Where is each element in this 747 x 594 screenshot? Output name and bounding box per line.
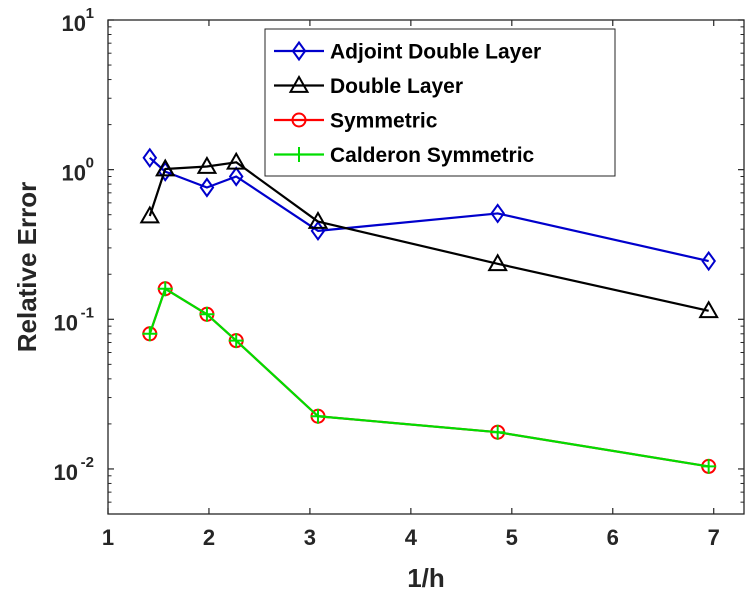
data-point-triangle bbox=[698, 300, 719, 319]
legend-item: Calderon Symmetric bbox=[274, 144, 535, 167]
data-point-plus bbox=[490, 424, 506, 440]
data-point-triangle bbox=[225, 151, 247, 170]
data-point-plus bbox=[157, 281, 173, 297]
data-point-triangle bbox=[288, 74, 310, 93]
series-layer bbox=[139, 147, 719, 474]
legend-items: Adjoint Double Layer Double Layer Symmetri… bbox=[274, 41, 541, 167]
data-point-diamond bbox=[291, 40, 307, 62]
data-point-plus bbox=[228, 333, 244, 349]
data-point-triangle bbox=[307, 211, 329, 229]
y-tick-label-base: 10 bbox=[54, 460, 78, 485]
x-tick-label: 3 bbox=[304, 525, 316, 550]
y-tick-label-base: 10 bbox=[62, 11, 86, 36]
x-tick-label: 4 bbox=[405, 525, 418, 550]
series-line bbox=[148, 161, 709, 312]
y-tick-label-base: 10 bbox=[54, 310, 78, 335]
data-point-plus bbox=[199, 306, 215, 322]
legend-label: Adjoint Double Layer bbox=[330, 41, 541, 64]
legend-item: Adjoint Double Layer bbox=[274, 41, 541, 64]
x-tick-label: 2 bbox=[203, 525, 215, 550]
legend[interactable]: Adjoint Double Layer Double Layer Symmetri… bbox=[264, 28, 616, 177]
y-tick-label: 10 1 bbox=[62, 5, 94, 36]
y-tick-label: 10 0 bbox=[62, 155, 94, 186]
data-point-plus bbox=[142, 326, 158, 342]
y-tick-label-exponent: -2 bbox=[81, 454, 94, 471]
y-tick-label: 10 -1 bbox=[54, 304, 94, 335]
plot-frame bbox=[107, 19, 745, 515]
legend-label: Symmetric bbox=[330, 110, 438, 133]
data-point-triangle bbox=[155, 158, 176, 177]
series-double-layer bbox=[139, 151, 719, 319]
x-tick-label: 5 bbox=[506, 525, 518, 550]
data-point-diamond bbox=[490, 203, 506, 224]
legend-item: Symmetric bbox=[274, 110, 438, 133]
series-calderon-symmetric bbox=[142, 281, 717, 474]
data-point-diamond bbox=[701, 250, 717, 272]
data-point-circle bbox=[291, 112, 307, 128]
legend-label: Double Layer bbox=[330, 75, 463, 98]
data-point-plus bbox=[291, 147, 307, 162]
legend-box bbox=[264, 28, 616, 177]
data-point-triangle bbox=[196, 155, 218, 174]
x-axis-title: 1/h bbox=[407, 563, 445, 593]
data-point-diamond bbox=[142, 147, 158, 169]
data-point-diamond bbox=[228, 166, 244, 187]
data-point-plus bbox=[310, 408, 326, 424]
legend-label: Calderon Symmetric bbox=[330, 144, 535, 167]
data-point-diamond bbox=[199, 177, 215, 198]
y-tick-label-exponent: 1 bbox=[86, 5, 94, 22]
x-tick-label: 7 bbox=[708, 525, 720, 550]
x-tick-label: 6 bbox=[607, 525, 619, 550]
y-tick-label-base: 10 bbox=[62, 161, 86, 186]
x-tick-label: 1 bbox=[102, 525, 114, 550]
y-tick-label-exponent: 0 bbox=[86, 155, 94, 172]
y-tick-label: 10 -2 bbox=[54, 454, 94, 485]
legend-item: Double Layer bbox=[274, 74, 463, 98]
data-point-triangle bbox=[487, 253, 508, 272]
data-point-triangle bbox=[139, 205, 161, 224]
data-point-plus bbox=[701, 458, 717, 474]
y-tick-label-exponent: -1 bbox=[81, 304, 94, 321]
y-axis-title: Relative Error bbox=[12, 182, 42, 353]
